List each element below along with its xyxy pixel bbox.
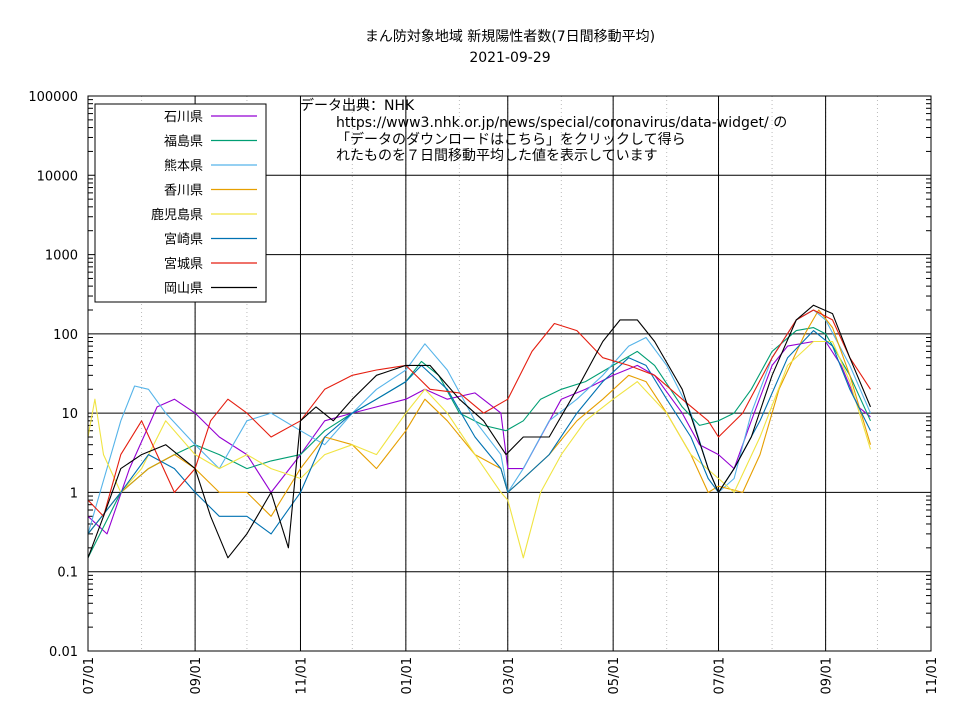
x-tick-label: 09/01 [189, 657, 204, 694]
x-tick-label: 07/01 [82, 657, 97, 694]
legend-label: 熊本県 [164, 158, 203, 174]
legend-label: 宮城県 [164, 256, 203, 272]
x-tick-label: 09/01 [820, 657, 835, 694]
x-tick-label: 05/01 [607, 657, 622, 694]
legend-label: 岡山県 [164, 282, 203, 297]
series-line [87, 340, 871, 535]
series-line [87, 340, 872, 559]
source-note-line-3: 「データのダウンロードはこちら」をクリックして得ら [336, 132, 686, 148]
series-line [87, 327, 872, 559]
chart-subtitle: 2021-09-29 [469, 50, 551, 66]
chart-title: まん防対象地域 新規陽性者数(7日間移動平均) [364, 29, 656, 45]
y-tick-label: 10 [61, 407, 78, 422]
y-tick-label: 1000 [45, 249, 78, 264]
legend-label: 鹿児島県 [151, 207, 203, 223]
series-lines [87, 304, 872, 559]
legend-label: 香川県 [164, 184, 203, 199]
x-tick-label: 03/01 [502, 657, 517, 694]
plot-frame [87, 95, 932, 652]
x-tick-label: 11/01 [925, 657, 940, 694]
source-note-line-1: データ出典：NHK [300, 98, 415, 114]
series-line [87, 304, 872, 559]
y-tick-label: 0.1 [57, 566, 78, 581]
x-tick-label: 11/01 [294, 657, 309, 694]
y-tick-label: 100 [53, 328, 78, 343]
x-tick-label: 07/01 [713, 657, 728, 694]
legend-box [94, 103, 267, 303]
y-tick-label: 1 [70, 486, 78, 501]
legend-label: 宮崎県 [164, 232, 203, 248]
y-axis-ticks: 0.01 0.1 1 10 100 1000 10000 100000 [28, 90, 931, 660]
source-note-line-2: https://www3.nhk.or.jp/news/special/coro… [336, 115, 788, 131]
legend-label: 石川県 [164, 110, 203, 125]
x-axis-ticks: 07/01 09/01 11/01 01/01 03/01 05/01 07/01 09/01… [82, 657, 940, 694]
y-tick-label: 0.01 [49, 645, 78, 660]
source-note-line-4: れたものを７日間移動平均した値を表示しています [336, 148, 658, 164]
legend-label: 福島県 [164, 135, 203, 150]
y-tick-label: 100000 [28, 90, 78, 105]
series-line [87, 309, 871, 517]
y-tick-label: 10000 [37, 169, 78, 184]
x-tick-label: 01/01 [400, 657, 415, 694]
